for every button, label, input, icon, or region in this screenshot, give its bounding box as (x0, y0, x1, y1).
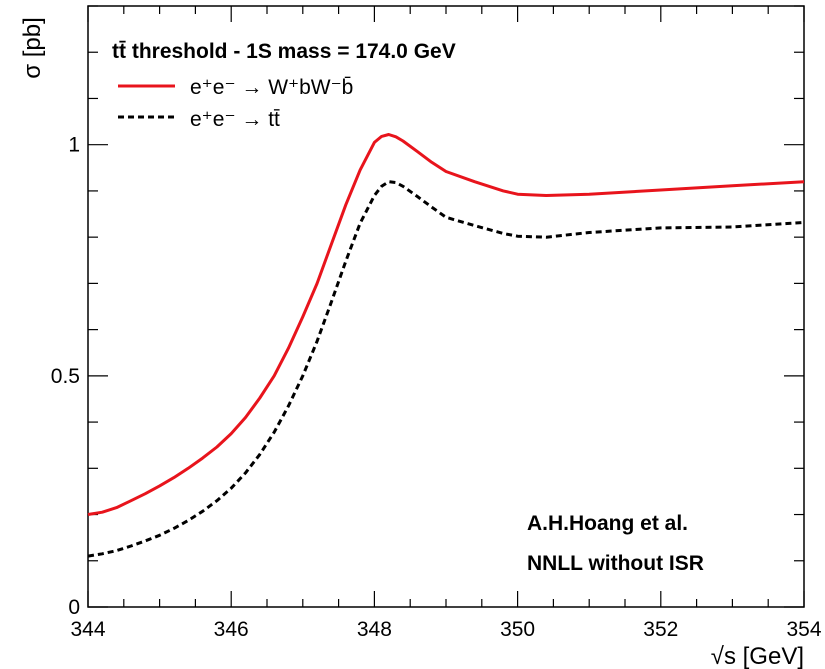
x-tick-label: 352 (643, 618, 678, 641)
y-tick-label: 0 (68, 596, 80, 619)
series-line-tt (87, 180, 805, 558)
y-tick-label: 1 (68, 134, 80, 157)
series-layer (87, 133, 805, 558)
series-line-wbwb (87, 133, 805, 516)
y-tick-label: 0.5 (51, 365, 80, 388)
annotation-method: NNLL without ISR (527, 552, 704, 575)
legend-label-tt: e⁺e⁻ → tt̄ (190, 108, 280, 131)
legend-title: tt̄ threshold - 1S mass = 174.0 GeV (112, 40, 456, 63)
legend: tt̄ threshold - 1S mass = 174.0 GeV e⁺e⁻… (112, 40, 456, 131)
x-tick-label: 354 (786, 618, 821, 641)
axis-ticks: 344 346 348 350 352 354 0 0.5 1 (51, 5, 822, 641)
x-tick-label: 350 (500, 618, 535, 641)
x-tick-label: 344 (70, 618, 105, 641)
x-axis-title: √s [GeV] (711, 643, 804, 669)
annotation-authors: A.H.Hoang et al. (527, 512, 688, 535)
x-tick-label: 346 (214, 618, 249, 641)
legend-label-wbwb: e⁺e⁻ → W⁺bW⁻b̄ (190, 76, 353, 99)
x-tick-label: 348 (357, 618, 392, 641)
y-axis-title: σ [pb] (19, 17, 46, 79)
